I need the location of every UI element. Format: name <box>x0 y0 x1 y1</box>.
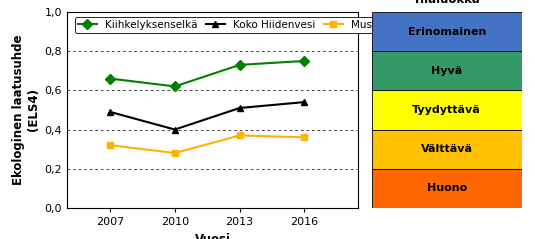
Kiihkelyksenselkä <box>301 60 308 62</box>
Text: Välttävä: Välttävä <box>421 144 473 154</box>
Kiihkelyksenselkä <box>236 63 243 66</box>
Bar <box>372 51 522 90</box>
Kiihkelyksenselkä <box>172 85 178 88</box>
Text: Tyydyttävä: Tyydyttävä <box>412 105 481 115</box>
Line: Koko Hiidenvesi: Koko Hiidenvesi <box>106 99 308 133</box>
Mustionselkä <box>107 144 113 147</box>
Text: Huono: Huono <box>426 183 467 193</box>
Text: Erinomainen: Erinomainen <box>408 27 486 37</box>
Koko Hiidenvesi <box>301 101 308 103</box>
Bar <box>372 12 522 51</box>
Koko Hiidenvesi <box>172 128 178 131</box>
Koko Hiidenvesi <box>236 107 243 109</box>
Line: Mustionselkä: Mustionselkä <box>106 132 308 157</box>
Kiihkelyksenselkä <box>107 77 113 80</box>
Mustionselkä <box>236 134 243 137</box>
Bar <box>372 169 522 208</box>
Koko Hiidenvesi <box>107 110 113 113</box>
Mustionselkä <box>172 152 178 154</box>
Legend: Kiihkelyksenselkä, Koko Hiidenvesi, Mustionselkä: Kiihkelyksenselkä, Koko Hiidenvesi, Must… <box>75 17 423 33</box>
Bar <box>372 130 522 169</box>
Mustionselkä <box>301 136 308 139</box>
Bar <box>372 90 522 130</box>
Text: Tilaluokka: Tilaluokka <box>413 0 480 6</box>
Text: Hyvä: Hyvä <box>431 66 462 76</box>
Line: Kiihkelyksenselkä: Kiihkelyksenselkä <box>106 57 308 90</box>
X-axis label: Vuosi: Vuosi <box>195 233 231 239</box>
Y-axis label: Ekologinen laatusuhde
(ELS4): Ekologinen laatusuhde (ELS4) <box>12 35 40 185</box>
